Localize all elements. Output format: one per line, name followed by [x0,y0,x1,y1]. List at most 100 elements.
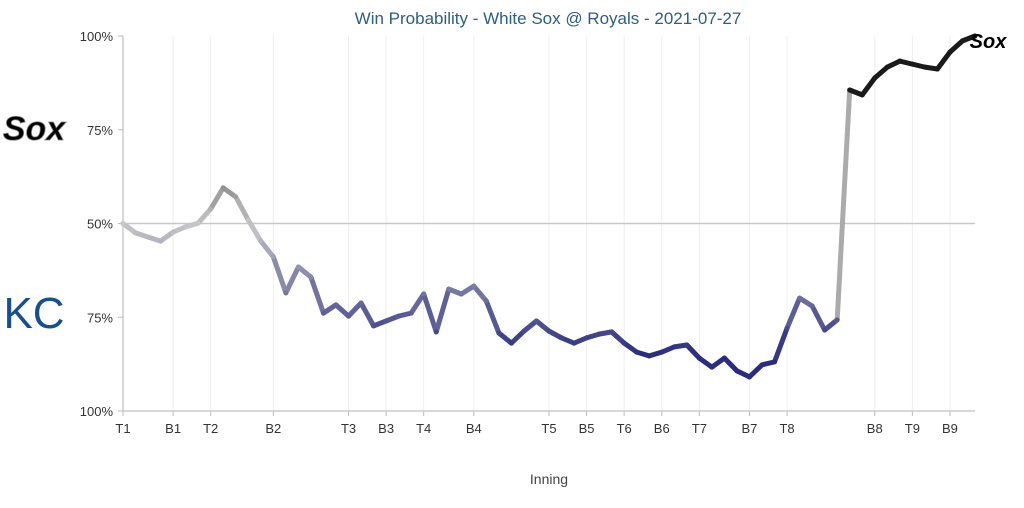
line-segment [721,355,740,374]
x-tick-label: T9 [905,421,920,436]
x-tick-label: T3 [341,421,356,436]
line-segment [208,185,226,212]
data-point [321,310,326,316]
data-point [421,291,427,297]
line-segment [822,317,840,333]
data-point [270,254,276,260]
data-point [195,220,201,226]
data-point [396,313,402,319]
data-point [897,58,903,64]
line-segment [684,342,702,361]
line-segment [809,303,828,333]
line-segment [408,291,427,316]
data-point [909,61,915,67]
x-tick-label: T5 [541,421,556,436]
line-segment [621,340,640,355]
line-segment [346,300,364,319]
data-point [408,310,414,316]
y-tick-label: 100% [80,404,114,419]
line-segment [421,291,439,335]
grid [122,36,975,411]
data-point [358,300,364,306]
data-point [834,317,840,323]
data-point [483,298,489,304]
svg-text:Sox: Sox [3,110,67,148]
data-point [935,66,940,72]
data-point [822,327,828,333]
svg-text:KC: KC [3,289,64,338]
data-point [170,229,176,235]
y-tick-label: 50% [87,217,113,232]
line-segment [270,254,289,296]
line-segment [508,328,527,346]
line-segment [746,362,765,380]
x-tick-label: B5 [579,421,595,436]
data-point [509,340,514,346]
data-point [960,38,965,44]
data-point [859,92,865,98]
x-tick-label: B6 [654,421,670,436]
line-segment [120,221,139,236]
data-point [308,274,314,280]
data-point [296,264,301,270]
data-point [671,344,677,350]
data-point [884,64,890,70]
data-point [596,331,602,337]
data-point [458,291,464,297]
line-segment [483,298,502,336]
y-axis: 100% 75% 50% 75% 100% [80,29,124,419]
data-point [784,325,790,331]
x-tick-label: B3 [378,421,394,436]
data-point [133,230,138,236]
x-tick-label: T8 [779,421,794,436]
data-point [245,217,251,223]
data-point [446,286,452,292]
data-point [158,238,163,244]
data-point [659,349,665,355]
line-segment [709,355,727,370]
line-segment [859,75,878,98]
data-point [621,340,627,346]
y-tick-label: 75% [87,123,113,138]
end-logo: Sox [970,31,1008,53]
data-point [747,374,752,380]
data-point [521,328,527,334]
x-tick-label: B9 [942,421,958,436]
data-point [283,290,289,296]
x-tick-label: B1 [165,421,181,436]
data-point [609,329,615,335]
data-point [120,221,126,226]
data-point [797,295,802,301]
x-tick-label: T6 [617,421,632,436]
line-segment [233,194,251,223]
data-point [220,185,226,191]
line-segment [784,295,803,331]
data-point [208,206,214,212]
data-point [684,342,690,348]
y-tick-label: 100% [80,29,114,44]
data-point [972,33,978,39]
line-segment [834,87,853,323]
data-point [183,224,189,230]
line-segment [496,330,514,346]
line-segment [258,238,276,260]
line-segment [533,318,552,334]
line-segment [934,49,953,72]
win-probability-line [120,33,978,380]
data-point [772,359,777,365]
x-tick-label: B7 [742,421,758,436]
data-point [333,302,339,308]
data-point [471,283,477,289]
data-point [709,364,715,370]
data-point [496,330,502,336]
data-point [371,323,376,329]
line-segment [609,329,627,346]
data-point [722,355,727,361]
data-point [584,335,589,341]
x-tick-label: T2 [203,421,218,436]
data-point [947,49,953,55]
x-tick-label: T1 [115,421,130,436]
line-segment [696,355,715,370]
x-tick-label: T4 [416,421,431,436]
data-point [233,194,239,200]
